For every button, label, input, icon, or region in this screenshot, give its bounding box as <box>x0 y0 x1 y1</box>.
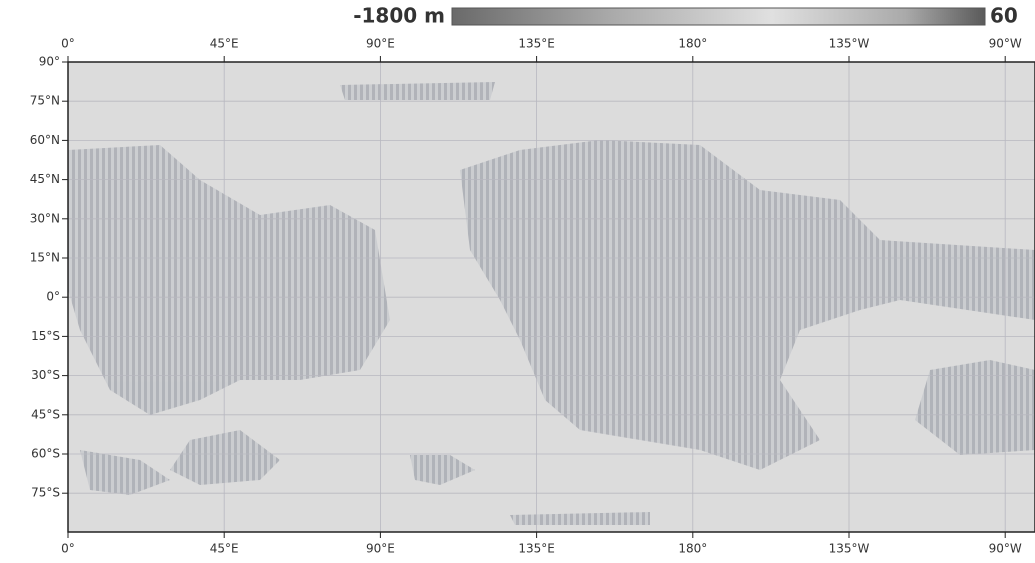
lon-label-top: 90°W <box>989 37 1022 51</box>
lon-label-top: 0° <box>61 37 75 51</box>
lon-label-top: 90°E <box>366 37 395 51</box>
lon-label-top: 45°E <box>210 37 239 51</box>
lat-label: 15°S <box>31 329 60 343</box>
lon-label-top: 180° <box>678 37 707 51</box>
colorbar <box>451 7 986 26</box>
lon-label-bottom: 135°E <box>518 542 555 556</box>
lat-label: 30°N <box>30 211 60 225</box>
lon-label-bottom: 135°W <box>829 542 870 556</box>
colorbar-min: -1800 m <box>353 4 445 28</box>
lon-label-bottom: 90°W <box>989 542 1022 556</box>
lon-label-bottom: 0° <box>61 542 75 556</box>
colorbar-max: 60 <box>990 4 1018 28</box>
map-area <box>68 62 1035 532</box>
lat-label: 15°N <box>30 251 60 265</box>
lat-label: 90° <box>39 55 60 69</box>
lon-label-top: 135°E <box>518 37 555 51</box>
lat-label: 60°N <box>30 133 60 147</box>
lat-label: 75°N <box>30 94 60 108</box>
lat-label: 60°S <box>31 447 60 461</box>
lat-label: 45°N <box>30 172 60 186</box>
lat-label: 0° <box>46 290 60 304</box>
lat-label: 75°S <box>31 486 60 500</box>
lon-label-top: 135°W <box>829 37 870 51</box>
lat-label: 45°S <box>31 407 60 421</box>
lon-label-bottom: 45°E <box>210 542 239 556</box>
lon-label-bottom: 90°E <box>366 542 395 556</box>
lat-label: 30°S <box>31 368 60 382</box>
lon-label-bottom: 180° <box>678 542 707 556</box>
